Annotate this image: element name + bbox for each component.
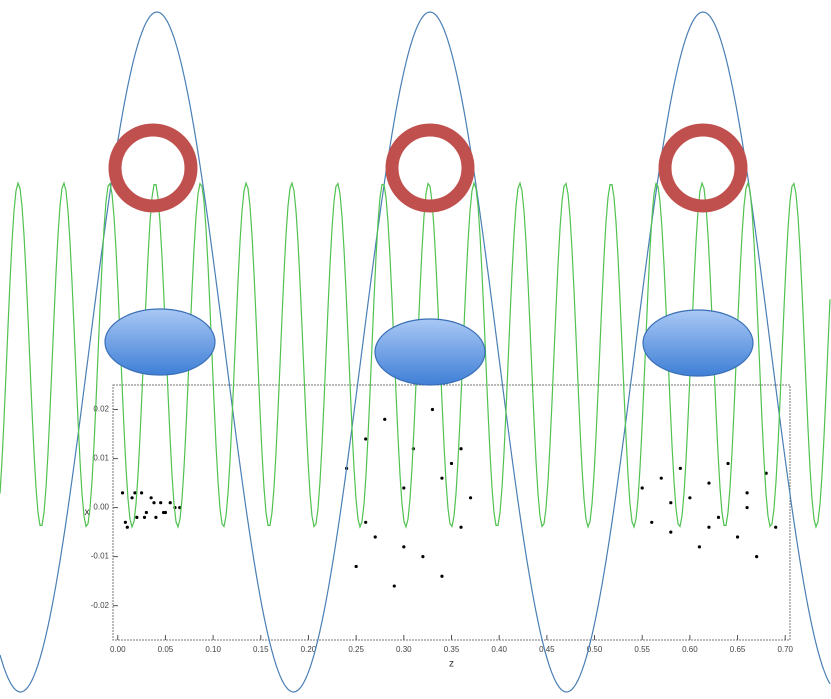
point xyxy=(168,501,172,505)
point xyxy=(745,491,749,495)
ellipse xyxy=(642,309,754,377)
x-tick-label: 0.20 xyxy=(301,645,317,654)
point xyxy=(383,417,387,421)
x-tick-label: 0.25 xyxy=(348,645,364,654)
wave xyxy=(0,11,831,693)
point xyxy=(449,461,454,466)
x-tick-label: 0.55 xyxy=(634,645,650,654)
plot: 0.00 0.05 0.10 0.15 0.20 0.25 0.30 0.35 0.40 0.45… xyxy=(85,384,794,670)
point xyxy=(640,486,644,490)
point xyxy=(459,447,463,451)
ellipse xyxy=(374,318,486,386)
point xyxy=(688,496,692,500)
point xyxy=(678,466,682,470)
point xyxy=(364,437,368,441)
point xyxy=(774,525,778,529)
x-tick-label: 0.30 xyxy=(396,645,412,654)
point xyxy=(697,545,702,549)
y-tick-label: -0.02 xyxy=(91,601,110,610)
x-axis-title: z xyxy=(449,659,454,670)
x-tick-label: 0.10 xyxy=(205,645,221,654)
point xyxy=(125,525,129,529)
y-axis-title: x xyxy=(85,507,90,518)
x-tick-label: 0.40 xyxy=(491,645,507,654)
point xyxy=(133,491,137,495)
point xyxy=(392,584,396,588)
point xyxy=(755,555,759,559)
point xyxy=(421,555,425,559)
point xyxy=(354,564,358,569)
point xyxy=(142,515,147,520)
point xyxy=(402,545,406,549)
x-tick-label: 0.00 xyxy=(110,645,126,654)
point xyxy=(440,574,444,578)
point xyxy=(650,520,654,524)
x-tick-label: 0.60 xyxy=(682,645,698,654)
point xyxy=(140,491,144,495)
y-tick-label: -0.01 xyxy=(91,552,110,561)
point xyxy=(745,505,749,510)
point xyxy=(459,525,463,529)
x-tick-label: 0.65 xyxy=(730,645,746,654)
point xyxy=(159,501,163,505)
point xyxy=(135,515,139,520)
point xyxy=(402,486,406,490)
point xyxy=(152,501,156,505)
y-tick-label: 0.01 xyxy=(93,454,109,463)
point xyxy=(716,515,721,520)
decoration xyxy=(0,11,831,693)
point xyxy=(440,476,444,480)
point xyxy=(669,501,673,505)
point xyxy=(659,476,663,480)
point xyxy=(669,530,673,534)
x-tick-label: 0.15 xyxy=(253,645,269,654)
point xyxy=(468,496,473,500)
x-tick-label: 0.70 xyxy=(777,645,793,654)
point xyxy=(364,520,368,524)
point xyxy=(130,496,134,500)
x-tick-label: 0.05 xyxy=(158,645,174,654)
point xyxy=(726,461,730,466)
point xyxy=(707,481,711,485)
point xyxy=(123,520,127,524)
ellipse xyxy=(104,308,216,376)
ring xyxy=(108,123,198,213)
x-tick-label: 0.35 xyxy=(444,645,460,654)
point xyxy=(154,515,158,520)
point xyxy=(161,510,166,515)
ring xyxy=(385,123,475,213)
point xyxy=(149,496,153,500)
point xyxy=(373,535,377,539)
y-tick-label: 0.02 xyxy=(93,405,109,414)
x-tick-label: 0.50 xyxy=(587,645,603,654)
point xyxy=(144,510,148,515)
point xyxy=(735,535,740,539)
x-tick-label: 0.45 xyxy=(539,645,555,654)
point xyxy=(707,525,711,529)
y-tick-label: 0.00 xyxy=(93,503,109,512)
point xyxy=(120,491,125,495)
ring xyxy=(658,123,748,213)
point xyxy=(430,407,435,412)
